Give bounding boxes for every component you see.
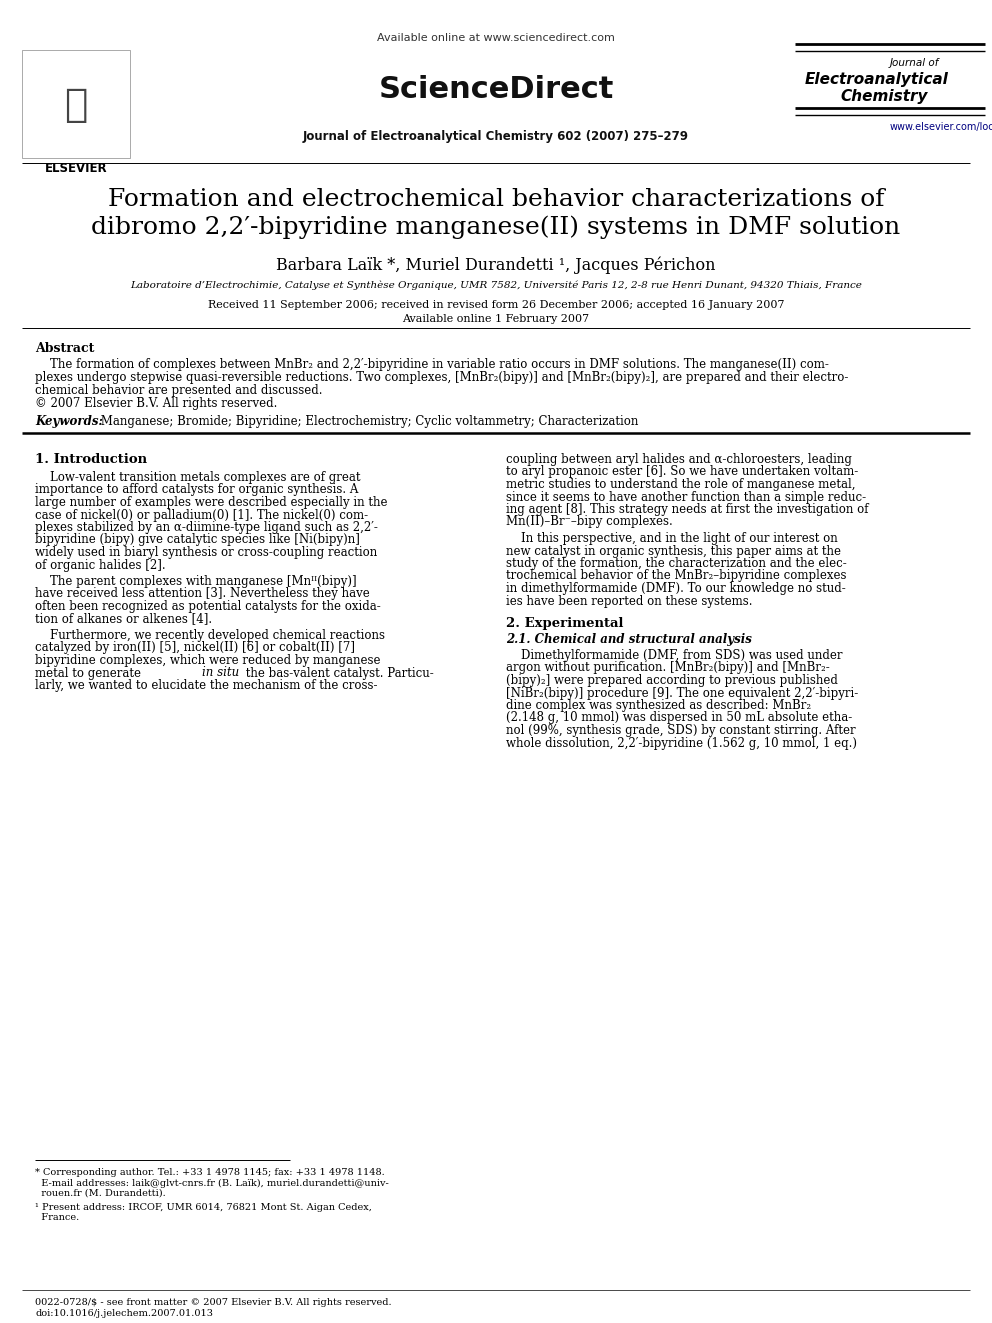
Text: metric studies to understand the role of manganese metal,: metric studies to understand the role of… xyxy=(506,478,855,491)
Text: often been recognized as potential catalysts for the oxida-: often been recognized as potential catal… xyxy=(35,601,381,613)
Text: ing agent [8]. This strategy needs at first the investigation of: ing agent [8]. This strategy needs at fi… xyxy=(506,503,869,516)
Text: In this perspective, and in the light of our interest on: In this perspective, and in the light of… xyxy=(506,532,838,545)
Text: 1. Introduction: 1. Introduction xyxy=(35,452,147,466)
Text: Electroanalytical: Electroanalytical xyxy=(805,71,949,87)
Text: catalyzed by iron(II) [5], nickel(II) [6] or cobalt(II) [7]: catalyzed by iron(II) [5], nickel(II) [6… xyxy=(35,642,355,655)
Text: nol (99%, synthesis grade, SDS) by constant stirring. After: nol (99%, synthesis grade, SDS) by const… xyxy=(506,724,856,737)
Text: [NiBr₂(bipy)] procedure [9]. The one equivalent 2,2′-bipyri-: [NiBr₂(bipy)] procedure [9]. The one equ… xyxy=(506,687,858,700)
Text: case of nickel(0) or palladium(0) [1]. The nickel(0) com-: case of nickel(0) or palladium(0) [1]. T… xyxy=(35,508,368,521)
Text: Dimethylformamide (DMF, from SDS) was used under: Dimethylformamide (DMF, from SDS) was us… xyxy=(506,650,842,662)
Bar xyxy=(22,50,130,157)
Text: widely used in biaryl synthesis or cross-coupling reaction: widely used in biaryl synthesis or cross… xyxy=(35,546,377,560)
Text: in situ: in situ xyxy=(202,667,239,680)
Text: large number of examples were described especially in the: large number of examples were described … xyxy=(35,496,388,509)
Text: metal to generate: metal to generate xyxy=(35,667,145,680)
Text: Available online at www.sciencedirect.com: Available online at www.sciencedirect.co… xyxy=(377,33,615,44)
Text: France.: France. xyxy=(35,1213,79,1222)
Text: tion of alkanes or alkenes [4].: tion of alkanes or alkenes [4]. xyxy=(35,613,212,626)
Text: rouen.fr (M. Durandetti).: rouen.fr (M. Durandetti). xyxy=(35,1189,166,1199)
Text: 2. Experimental: 2. Experimental xyxy=(506,617,624,630)
Text: Manganese; Bromide; Bipyridine; Electrochemistry; Cyclic voltammetry; Characteri: Manganese; Bromide; Bipyridine; Electroc… xyxy=(97,415,639,429)
Text: in dimethylformamide (DMF). To our knowledge no stud-: in dimethylformamide (DMF). To our knowl… xyxy=(506,582,846,595)
Text: ELSEVIER: ELSEVIER xyxy=(45,161,107,175)
Text: ies have been reported on these systems.: ies have been reported on these systems. xyxy=(506,594,753,607)
Text: * Corresponding author. Tel.: +33 1 4978 1145; fax: +33 1 4978 1148.: * Corresponding author. Tel.: +33 1 4978… xyxy=(35,1168,385,1177)
Text: E-mail addresses: laik@glvt-cnrs.fr (B. Laïk), muriel.durandetti@univ-: E-mail addresses: laik@glvt-cnrs.fr (B. … xyxy=(35,1179,389,1188)
Text: (2.148 g, 10 mmol) was dispersed in 50 mL absolute etha-: (2.148 g, 10 mmol) was dispersed in 50 m… xyxy=(506,712,852,725)
Text: since it seems to have another function than a simple reduc-: since it seems to have another function … xyxy=(506,491,866,504)
Text: Abstract: Abstract xyxy=(35,343,94,355)
Text: Laboratoire d’Electrochimie, Catalyse et Synthèse Organique, UMR 7582, Universit: Laboratoire d’Electrochimie, Catalyse et… xyxy=(130,280,862,291)
Text: coupling between aryl halides and α-chloroesters, leading: coupling between aryl halides and α-chlo… xyxy=(506,452,852,466)
Text: doi:10.1016/j.jelechem.2007.01.013: doi:10.1016/j.jelechem.2007.01.013 xyxy=(35,1308,213,1318)
Text: argon without purification. [MnBr₂(bipy)] and [MnBr₂-: argon without purification. [MnBr₂(bipy)… xyxy=(506,662,829,675)
Text: 🌳: 🌳 xyxy=(64,86,87,124)
Text: ¹ Present address: IRCOF, UMR 6014, 76821 Mont St. Aigan Cedex,: ¹ Present address: IRCOF, UMR 6014, 7682… xyxy=(35,1203,372,1212)
Text: Formation and electrochemical behavior characterizations of: Formation and electrochemical behavior c… xyxy=(108,188,884,210)
Text: Received 11 September 2006; received in revised form 26 December 2006; accepted : Received 11 September 2006; received in … xyxy=(207,300,785,310)
Text: Keywords:: Keywords: xyxy=(35,415,107,429)
Text: bipyridine (bipy) give catalytic species like [Ni(bipy)n]: bipyridine (bipy) give catalytic species… xyxy=(35,533,360,546)
Text: dine complex was synthesized as described: MnBr₂: dine complex was synthesized as describe… xyxy=(506,699,811,712)
Text: www.elsevier.com/locate/jelechem: www.elsevier.com/locate/jelechem xyxy=(890,122,992,132)
Text: Low-valent transition metals complexes are of great: Low-valent transition metals complexes a… xyxy=(35,471,360,484)
Text: plexes undergo stepwise quasi-reversible reductions. Two complexes, [MnBr₂(bipy): plexes undergo stepwise quasi-reversible… xyxy=(35,370,848,384)
Text: Journal of: Journal of xyxy=(890,58,939,67)
Text: whole dissolution, 2,2′-bipyridine (1.562 g, 10 mmol, 1 eq.): whole dissolution, 2,2′-bipyridine (1.56… xyxy=(506,737,857,750)
Text: to aryl propanoic ester [6]. So we have undertaken voltam-: to aryl propanoic ester [6]. So we have … xyxy=(506,466,858,479)
Text: 2.1. Chemical and structural analysis: 2.1. Chemical and structural analysis xyxy=(506,632,752,646)
Text: Mn(II)–Br⁻–bipy complexes.: Mn(II)–Br⁻–bipy complexes. xyxy=(506,516,673,528)
Text: Furthermore, we recently developed chemical reactions: Furthermore, we recently developed chemi… xyxy=(35,628,385,642)
Text: Journal of Electroanalytical Chemistry 602 (2007) 275–279: Journal of Electroanalytical Chemistry 6… xyxy=(303,130,689,143)
Text: Chemistry: Chemistry xyxy=(840,89,928,105)
Text: have received less attention [3]. Nevertheless they have: have received less attention [3]. Nevert… xyxy=(35,587,370,601)
Text: The formation of complexes between MnBr₂ and 2,2′-bipyridine in variable ratio o: The formation of complexes between MnBr₂… xyxy=(35,359,829,370)
Text: trochemical behavior of the MnBr₂–bipyridine complexes: trochemical behavior of the MnBr₂–bipyri… xyxy=(506,569,846,582)
Text: (bipy)₂] were prepared according to previous published: (bipy)₂] were prepared according to prev… xyxy=(506,673,838,687)
Text: chemical behavior are presented and discussed.: chemical behavior are presented and disc… xyxy=(35,384,322,397)
Text: larly, we wanted to elucidate the mechanism of the cross-: larly, we wanted to elucidate the mechan… xyxy=(35,679,378,692)
Text: Barbara Laïk *, Muriel Durandetti ¹, Jacques Périchon: Barbara Laïk *, Muriel Durandetti ¹, Jac… xyxy=(276,257,716,274)
Text: Available online 1 February 2007: Available online 1 February 2007 xyxy=(403,314,589,324)
Text: © 2007 Elsevier B.V. All rights reserved.: © 2007 Elsevier B.V. All rights reserved… xyxy=(35,397,278,410)
Text: 0022-0728/$ - see front matter © 2007 Elsevier B.V. All rights reserved.: 0022-0728/$ - see front matter © 2007 El… xyxy=(35,1298,392,1307)
Text: ScienceDirect: ScienceDirect xyxy=(378,75,614,105)
Text: of organic halides [2].: of organic halides [2]. xyxy=(35,558,166,572)
Text: study of the formation, the characterization and the elec-: study of the formation, the characteriza… xyxy=(506,557,847,570)
Text: plexes stabilized by an α-diimine-type ligand such as 2,2′-: plexes stabilized by an α-diimine-type l… xyxy=(35,521,378,534)
Text: bipyridine complexes, which were reduced by manganese: bipyridine complexes, which were reduced… xyxy=(35,654,381,667)
Text: importance to afford catalysts for organic synthesis. A: importance to afford catalysts for organ… xyxy=(35,483,358,496)
Text: The parent complexes with manganese [Mnᴵᴵ(bipy)]: The parent complexes with manganese [Mnᴵ… xyxy=(35,576,357,587)
Text: new catalyst in organic synthesis, this paper aims at the: new catalyst in organic synthesis, this … xyxy=(506,545,841,557)
Text: dibromo 2,2′-bipyridine manganese(II) systems in DMF solution: dibromo 2,2′-bipyridine manganese(II) sy… xyxy=(91,216,901,238)
Text: the bas-valent catalyst. Particu-: the bas-valent catalyst. Particu- xyxy=(242,667,434,680)
